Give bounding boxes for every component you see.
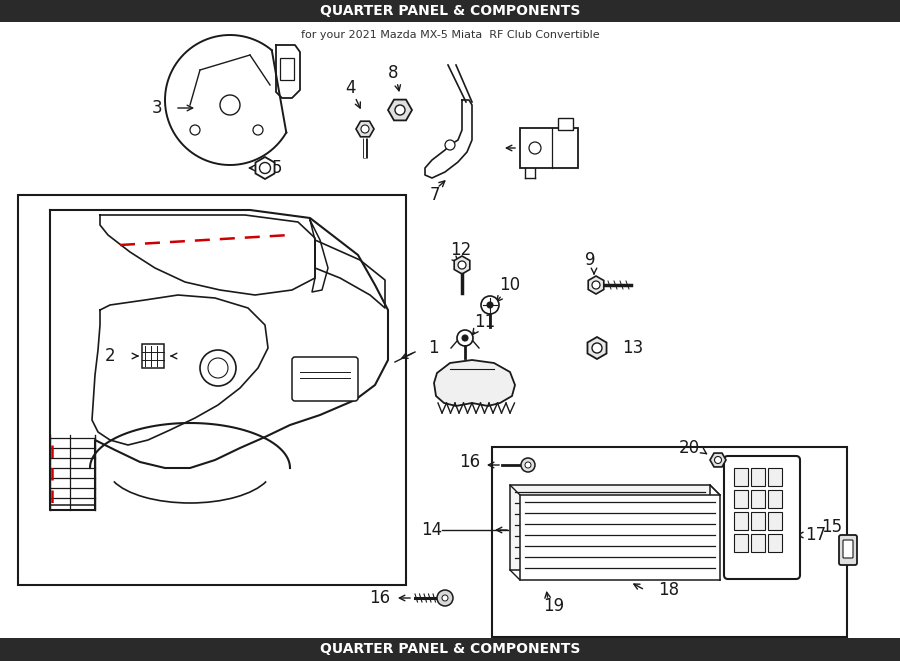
Polygon shape bbox=[589, 276, 604, 294]
Text: QUARTER PANEL & COMPONENTS: QUARTER PANEL & COMPONENTS bbox=[320, 642, 580, 656]
Circle shape bbox=[529, 142, 541, 154]
Bar bbox=[751, 512, 765, 530]
Text: 2: 2 bbox=[104, 347, 115, 365]
Text: 10: 10 bbox=[499, 276, 520, 294]
Polygon shape bbox=[510, 485, 710, 570]
FancyBboxPatch shape bbox=[843, 540, 853, 558]
FancyBboxPatch shape bbox=[724, 456, 800, 579]
Bar bbox=[734, 534, 748, 552]
Circle shape bbox=[487, 302, 493, 308]
Text: 19: 19 bbox=[543, 597, 564, 615]
Bar bbox=[558, 118, 573, 130]
Circle shape bbox=[458, 261, 466, 269]
Circle shape bbox=[592, 343, 602, 353]
Polygon shape bbox=[588, 337, 607, 359]
Bar bbox=[280, 58, 294, 80]
Polygon shape bbox=[710, 453, 726, 467]
Text: 15: 15 bbox=[821, 518, 842, 536]
Text: for your 2021 Mazda MX-5 Miata  RF Club Convertible: for your 2021 Mazda MX-5 Miata RF Club C… bbox=[301, 30, 599, 40]
Circle shape bbox=[190, 125, 200, 135]
Text: 1: 1 bbox=[428, 339, 438, 357]
Bar bbox=[768, 490, 782, 508]
Text: 6: 6 bbox=[535, 139, 545, 157]
Bar bbox=[0, 0, 900, 22]
Circle shape bbox=[208, 358, 228, 378]
Polygon shape bbox=[256, 157, 274, 179]
Bar bbox=[0, 638, 900, 661]
Bar bbox=[751, 534, 765, 552]
Text: 8: 8 bbox=[388, 64, 398, 82]
Circle shape bbox=[437, 590, 453, 606]
Bar bbox=[768, 534, 782, 552]
Circle shape bbox=[481, 296, 499, 314]
Polygon shape bbox=[356, 121, 374, 137]
Polygon shape bbox=[454, 256, 470, 274]
Text: 4: 4 bbox=[345, 79, 356, 97]
Bar bbox=[492, 447, 847, 637]
Text: QUARTER PANEL & COMPONENTS: QUARTER PANEL & COMPONENTS bbox=[320, 4, 580, 18]
Circle shape bbox=[525, 462, 531, 468]
Circle shape bbox=[442, 595, 448, 601]
Circle shape bbox=[395, 105, 405, 115]
Circle shape bbox=[521, 458, 535, 472]
Circle shape bbox=[715, 457, 722, 463]
Text: 13: 13 bbox=[622, 339, 644, 357]
Circle shape bbox=[592, 281, 600, 289]
Circle shape bbox=[253, 125, 263, 135]
Text: 16: 16 bbox=[459, 453, 480, 471]
Text: 9: 9 bbox=[585, 251, 595, 269]
Bar bbox=[734, 512, 748, 530]
Polygon shape bbox=[520, 495, 720, 580]
Circle shape bbox=[462, 335, 468, 341]
Bar bbox=[751, 490, 765, 508]
Bar bbox=[768, 468, 782, 486]
Text: 20: 20 bbox=[679, 439, 700, 457]
Text: 7: 7 bbox=[430, 186, 440, 204]
Text: 5: 5 bbox=[272, 159, 283, 177]
Circle shape bbox=[361, 125, 369, 133]
FancyBboxPatch shape bbox=[292, 357, 358, 401]
Bar bbox=[18, 195, 406, 585]
Text: 14: 14 bbox=[421, 521, 442, 539]
Circle shape bbox=[220, 95, 240, 115]
Text: 12: 12 bbox=[450, 241, 472, 259]
Polygon shape bbox=[388, 100, 412, 120]
Bar bbox=[768, 512, 782, 530]
Circle shape bbox=[457, 330, 473, 346]
Text: 16: 16 bbox=[369, 589, 390, 607]
Bar bbox=[734, 468, 748, 486]
Bar bbox=[751, 468, 765, 486]
Text: 18: 18 bbox=[658, 581, 680, 599]
Text: 17: 17 bbox=[805, 526, 826, 544]
Circle shape bbox=[200, 350, 236, 386]
Text: 3: 3 bbox=[151, 99, 162, 117]
Circle shape bbox=[259, 163, 271, 173]
Bar bbox=[142, 344, 164, 368]
FancyBboxPatch shape bbox=[839, 535, 857, 565]
Bar bbox=[734, 490, 748, 508]
Bar bbox=[520, 128, 578, 168]
Text: 11: 11 bbox=[474, 313, 495, 331]
Polygon shape bbox=[434, 360, 515, 406]
Circle shape bbox=[445, 140, 455, 150]
